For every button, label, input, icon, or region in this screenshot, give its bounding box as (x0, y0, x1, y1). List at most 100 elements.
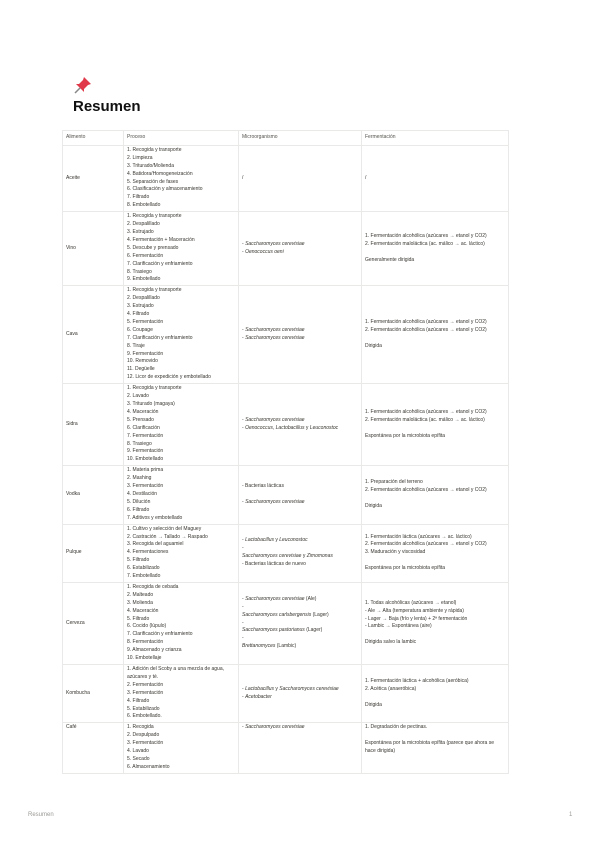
fermentation-cell: 1. Fermentación alcohólica (azúcares → e… (361, 285, 509, 385)
page-title: Resumen (73, 98, 141, 115)
list-line: 4. Destilación (127, 490, 158, 497)
list-line: 10. Removido (127, 358, 158, 365)
list-line: 6. Coupage (127, 326, 153, 333)
list-line (242, 491, 358, 499)
species-name: Saccharomyces cerevisiae (245, 334, 305, 341)
process-cell: 1. Materia prima 2. Mashing 3. Fermentació… (123, 465, 239, 525)
list-line: 7. Clarificación y enfriamiento (127, 260, 193, 267)
text: - (242, 498, 246, 505)
species-name: Zimomonas (306, 553, 333, 560)
list-line: 7. Filtrado (127, 194, 150, 201)
species-name: Leuconostoc (279, 537, 308, 544)
list-line: 8. Fermentación (127, 639, 164, 646)
list-line: 1. Adición del Scoby a una mezcla de agu… (127, 666, 225, 680)
list-line: 3. Molienda (127, 599, 153, 606)
table-row: Aceite 1. Recogida y transporte 2. Limpiez… (62, 144, 509, 213)
list-line: 7. Embotellado (127, 573, 161, 580)
food-cell: Cerveza (62, 581, 124, 666)
species-name: Oenococcus oeni (245, 248, 284, 255)
list-line: - Acetobacter (242, 694, 358, 702)
list-line: 4. Fermentación + Maceración (127, 236, 195, 243)
food-cell: Cava (62, 285, 124, 385)
species-name: Saccharomyces cerevisiae (245, 724, 305, 731)
list-line (365, 425, 505, 433)
text: - (242, 248, 246, 255)
species-name: Leuconostoc (309, 424, 339, 431)
list-line: 4. Maceración (127, 607, 159, 614)
list-line: - Oenococcus, Lactobacillus y Leuconosto… (242, 425, 358, 433)
text: - Bacterias lácticas (242, 483, 284, 490)
microorganism-cell: - Saccharomyces cerevisiae - Oenococcus, … (238, 383, 362, 467)
list-line: 6. Fermentación (127, 252, 164, 259)
species-name: Acetobacter (245, 693, 272, 700)
list-line: 5. Filtrado (127, 557, 150, 564)
text: - (242, 545, 244, 552)
fermentation-cell: 1. Fermentación láctica (azúcares → ac. … (361, 523, 509, 583)
list-line: 5. Dilución (127, 498, 151, 505)
table-row: Vino 1. Recogida y transporte 2. Despalill… (62, 211, 509, 287)
list-line: / (365, 174, 367, 181)
list-line: 5. Prensado (127, 416, 154, 423)
list-line: 6. Clasificación y almacenamiento (127, 186, 203, 193)
process-cell: 1. Recogida y transporte 2. Lavado 3. Trit… (123, 383, 239, 467)
list-line: 2. Acética (anaeróbica) (365, 685, 417, 692)
process-cell: 1. Adición del Scoby a una mezcla de agu… (123, 663, 239, 724)
list-line: 6. Filtrado (127, 506, 150, 513)
list-line: 2. Fermentación alcohólica (azúcares → e… (365, 326, 487, 333)
food-cell: Café (62, 722, 124, 774)
list-line: - Saccharomyces cerevisiae (242, 417, 358, 425)
list-line: 3. Fermentación (127, 483, 164, 490)
list-line: 8. Tiraje (127, 342, 145, 349)
text: (Lambic) (275, 643, 297, 650)
list-line: 1. Recogida de cebada (127, 583, 179, 590)
list-line: - Saccharomyces cerevisiae (242, 327, 358, 335)
text: - (242, 326, 246, 333)
list-line (365, 335, 505, 343)
list-line: 11. Degüelle (127, 366, 155, 373)
list-line: 1. Todas alcohólicas (azúcares → etanol) (365, 599, 457, 606)
text: - (242, 619, 244, 626)
process-cell: 1. Recogida 2. Despulpado 3. Fermentación 4… (123, 722, 239, 774)
text: - (242, 635, 244, 642)
text: - (242, 416, 246, 423)
list-line: 1. Recogida y transporte (127, 213, 182, 220)
species-name: Saccharomyces carlsbergensis (242, 611, 312, 618)
list-line: 3. Fermentación (127, 689, 164, 696)
list-line: Saccharomyces cerevisiae y Zimomonas (242, 553, 358, 561)
text: / (242, 174, 244, 181)
food-cell: Sidra (62, 383, 124, 467)
text: - (242, 693, 246, 700)
list-line: 3. Triturado (magaya) (127, 401, 175, 407)
text: y (273, 537, 280, 544)
list-line: Espontánea por la microbiota epífita (365, 432, 446, 439)
list-line: Espontánea por la microbiota epífita (pa… (365, 740, 494, 755)
text: - (242, 595, 246, 602)
species-name: Saccharomyces cerevisiae (245, 326, 305, 333)
list-line: Espontánea por la microbiota epífita (365, 565, 446, 572)
pushpin-icon (74, 77, 91, 94)
list-line: 2. Fermentación alcohólica (azúcares → e… (365, 487, 487, 494)
list-line: 2. Lavado (127, 393, 149, 400)
list-line: 1. Materia prima (127, 467, 164, 474)
process-cell: 1. Recogida y transporte 2. Despalillado 3… (123, 211, 239, 287)
list-line: Dirigida (365, 502, 382, 509)
list-line: 8. Trasiego (127, 268, 152, 275)
list-line: - Saccharomyces cerevisiae (242, 241, 358, 249)
list-line: 1. Recogida (127, 724, 154, 731)
list-line: Dirigida salvo la lambic (365, 639, 417, 646)
list-line: 2. Despulpado (127, 732, 160, 739)
list-line: 5. Secado (127, 755, 150, 762)
list-line: 3. Estrujado (127, 303, 154, 310)
list-line: Saccharomyces pastorianus (Lager) (242, 627, 358, 635)
list-line: 8. Embotellado (127, 202, 161, 209)
food-cell: Pulque (62, 523, 124, 583)
list-line: 9. Fermentación (127, 448, 164, 455)
page-number: 1 (569, 812, 573, 818)
list-line: 1. Preparación del terreno (365, 479, 423, 486)
list-line: Dirigida (365, 701, 382, 708)
list-line: 9. Fermentación (127, 350, 164, 357)
list-line: 6. Almacenamiento (127, 763, 170, 770)
list-line: 2. Castración → Tallado → Raspado (127, 533, 208, 540)
list-line: 4. Batidora/Homogeneización (127, 170, 193, 177)
process-cell: 1. Recogida y transporte 2. Despalillado 3… (123, 285, 239, 385)
